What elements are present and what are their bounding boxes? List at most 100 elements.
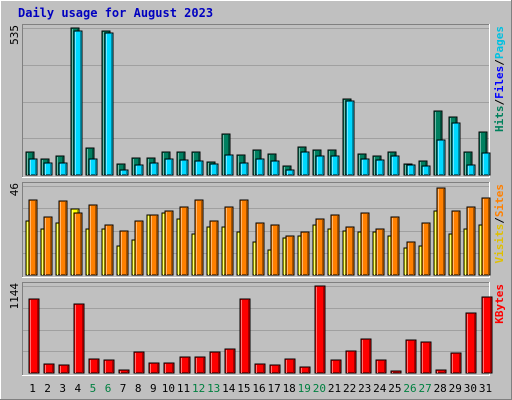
bar-kbytes-day-19	[299, 366, 311, 374]
day-label: 25	[388, 382, 401, 395]
bar-kbytes-day-11	[179, 356, 191, 374]
bar-kbytes-day-23	[360, 338, 372, 374]
day-label: 12	[192, 382, 205, 395]
bar-sites-day-28	[436, 187, 446, 276]
bar-sites-day-16	[255, 222, 265, 276]
day-label: 22	[343, 382, 356, 395]
bar-sites-day-13	[209, 220, 219, 276]
day-label: 29	[449, 382, 462, 395]
bar-kbytes-day-17	[269, 364, 281, 374]
legend-labels: Visits/Sites	[493, 184, 506, 264]
bar-sites-day-7	[119, 230, 129, 276]
bar-pages-day-24	[375, 159, 385, 176]
day-label: 21	[328, 382, 341, 395]
day-label: 8	[135, 382, 142, 395]
bar-pages-day-18	[285, 169, 295, 176]
bar-sites-day-17	[270, 224, 280, 276]
bar-kbytes-day-5	[88, 358, 100, 374]
bar-kbytes-day-3	[58, 364, 70, 374]
day-label: 28	[434, 382, 447, 395]
bar-pages-day-8	[134, 164, 144, 176]
legend-labels: Hits/Files/Pages	[493, 26, 506, 132]
legend-labels: KBytes	[493, 284, 506, 324]
legend-separator: /	[493, 99, 506, 106]
legend-label-kbytes: KBytes	[493, 284, 506, 324]
day-label: 19	[298, 382, 311, 395]
bar-sites-day-10	[164, 210, 174, 276]
series-pages	[28, 30, 491, 176]
legend-label-visits: Visits	[493, 224, 506, 264]
bar-kbytes-day-18	[284, 358, 296, 374]
day-label: 14	[222, 382, 236, 395]
y-axis-max-label: 46	[8, 183, 21, 196]
panel-middle: 46 Visits/Sites	[8, 182, 506, 278]
bar-kbytes-day-9	[148, 362, 160, 374]
day-label: 23	[358, 382, 371, 395]
chart-title: Daily usage for August 2023	[18, 6, 213, 20]
bar-sites-day-27	[421, 222, 431, 276]
bar-pages-day-13	[209, 163, 219, 176]
day-label: 7	[120, 382, 127, 395]
bar-sites-day-1	[28, 199, 38, 276]
bar-kbytes-day-12	[194, 356, 206, 374]
bar-pages-day-12	[194, 160, 204, 176]
day-label: 30	[464, 382, 477, 395]
bar-kbytes-day-1	[28, 298, 40, 374]
day-label: 3	[59, 382, 66, 395]
bar-sites-day-8	[134, 220, 144, 276]
day-label: 20	[313, 382, 326, 395]
y-axis-max-label: 1144	[8, 283, 21, 310]
bar-sites-day-31	[481, 197, 491, 276]
legend-label-sites: Sites	[493, 184, 506, 217]
bar-kbytes-day-21	[330, 359, 342, 374]
bar-pages-day-22	[345, 100, 355, 176]
series-kbytes	[28, 285, 493, 374]
bar-pages-day-14	[224, 154, 234, 176]
bar-sites-day-9	[149, 214, 159, 276]
bar-kbytes-day-20	[314, 285, 326, 374]
bar-sites-day-15	[239, 199, 249, 276]
legend-label-files: Files	[493, 66, 506, 99]
bar-pages-day-9	[149, 162, 159, 176]
day-label: 24	[373, 382, 387, 395]
day-label: 11	[177, 382, 190, 395]
bar-kbytes-day-4	[73, 303, 85, 374]
bar-pages-day-17	[270, 160, 280, 176]
bar-kbytes-day-26	[405, 339, 417, 374]
legend-label-hits: Hits	[493, 106, 506, 133]
bar-kbytes-day-29	[450, 352, 462, 374]
bar-pages-day-31	[481, 152, 491, 176]
bar-sites-day-30	[466, 206, 476, 276]
bar-sites-day-19	[300, 231, 310, 276]
bar-kbytes-day-15	[239, 298, 251, 374]
day-label: 10	[162, 382, 175, 395]
series-sites	[28, 187, 491, 276]
bar-kbytes-day-6	[103, 359, 115, 374]
bar-sites-day-18	[285, 235, 295, 276]
legend-separator: /	[493, 217, 506, 224]
bar-pages-day-10	[164, 158, 174, 176]
bar-pages-day-11	[179, 159, 189, 176]
bar-sites-day-29	[451, 210, 461, 276]
day-label: 18	[283, 382, 296, 395]
bar-pages-day-5	[88, 158, 98, 176]
bar-sites-day-21	[330, 214, 340, 276]
legend-separator: /	[493, 59, 506, 66]
bar-pages-day-21	[330, 155, 340, 176]
bar-kbytes-day-2	[43, 363, 55, 374]
bar-kbytes-day-16	[254, 363, 266, 374]
bar-kbytes-day-28	[435, 369, 447, 374]
bar-kbytes-day-22	[345, 350, 357, 374]
bar-pages-day-20	[315, 155, 325, 176]
bar-kbytes-day-31	[481, 296, 493, 374]
bar-pages-day-6	[104, 32, 114, 176]
day-label: 15	[237, 382, 250, 395]
x-axis-day-labels: 1 2 3 4 5 6 7 8 9 10 11 12 13 14 15 16 17 18 19 20 21 22 23 24 2…	[29, 382, 492, 395]
bar-kbytes-day-8	[133, 351, 145, 374]
bar-pages-day-26	[406, 164, 416, 176]
bar-pages-day-1	[28, 158, 38, 176]
day-label: 27	[418, 382, 431, 395]
